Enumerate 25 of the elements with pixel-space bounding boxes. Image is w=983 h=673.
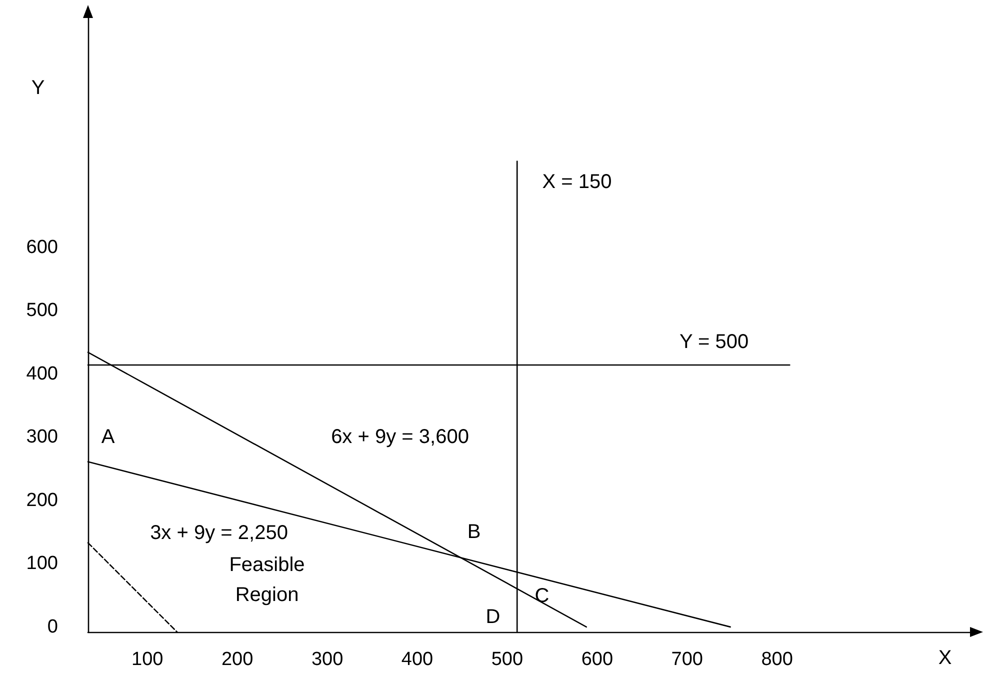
annotation: 6x + 9y = 3,600 <box>331 426 469 448</box>
x-tick-label: 700 <box>671 649 703 670</box>
y-tick-label: 200 <box>26 490 58 511</box>
y-tick-label: 100 <box>26 553 58 574</box>
annotation: 3x + 9y = 2,250 <box>150 522 288 544</box>
annotation: Feasible Region <box>229 554 305 606</box>
x-tick-label: 100 <box>132 649 164 670</box>
y-tick-label: 400 <box>26 363 58 384</box>
y-axis-title: Y <box>31 77 45 99</box>
x-axis-title: X <box>938 647 952 669</box>
x-tick-label: 600 <box>581 649 614 670</box>
y-tick-label: 500 <box>26 300 58 322</box>
y-tick-label: 300 <box>26 426 58 448</box>
x-tick-label: 800 <box>761 649 793 670</box>
y-tick-label: 0 <box>47 616 58 638</box>
annotation: Y = 500 <box>679 331 749 353</box>
x-tick-label: 200 <box>221 649 254 670</box>
annotation: X = 150 <box>542 171 612 193</box>
annotation: D <box>486 606 500 628</box>
annotation: A <box>101 426 116 448</box>
x-tick-label: 400 <box>401 649 434 670</box>
annotation: B <box>467 521 481 543</box>
y-tick-label: 600 <box>26 236 58 258</box>
x-tick-label: 500 <box>491 649 524 670</box>
x-tick-label: 300 <box>311 649 344 670</box>
